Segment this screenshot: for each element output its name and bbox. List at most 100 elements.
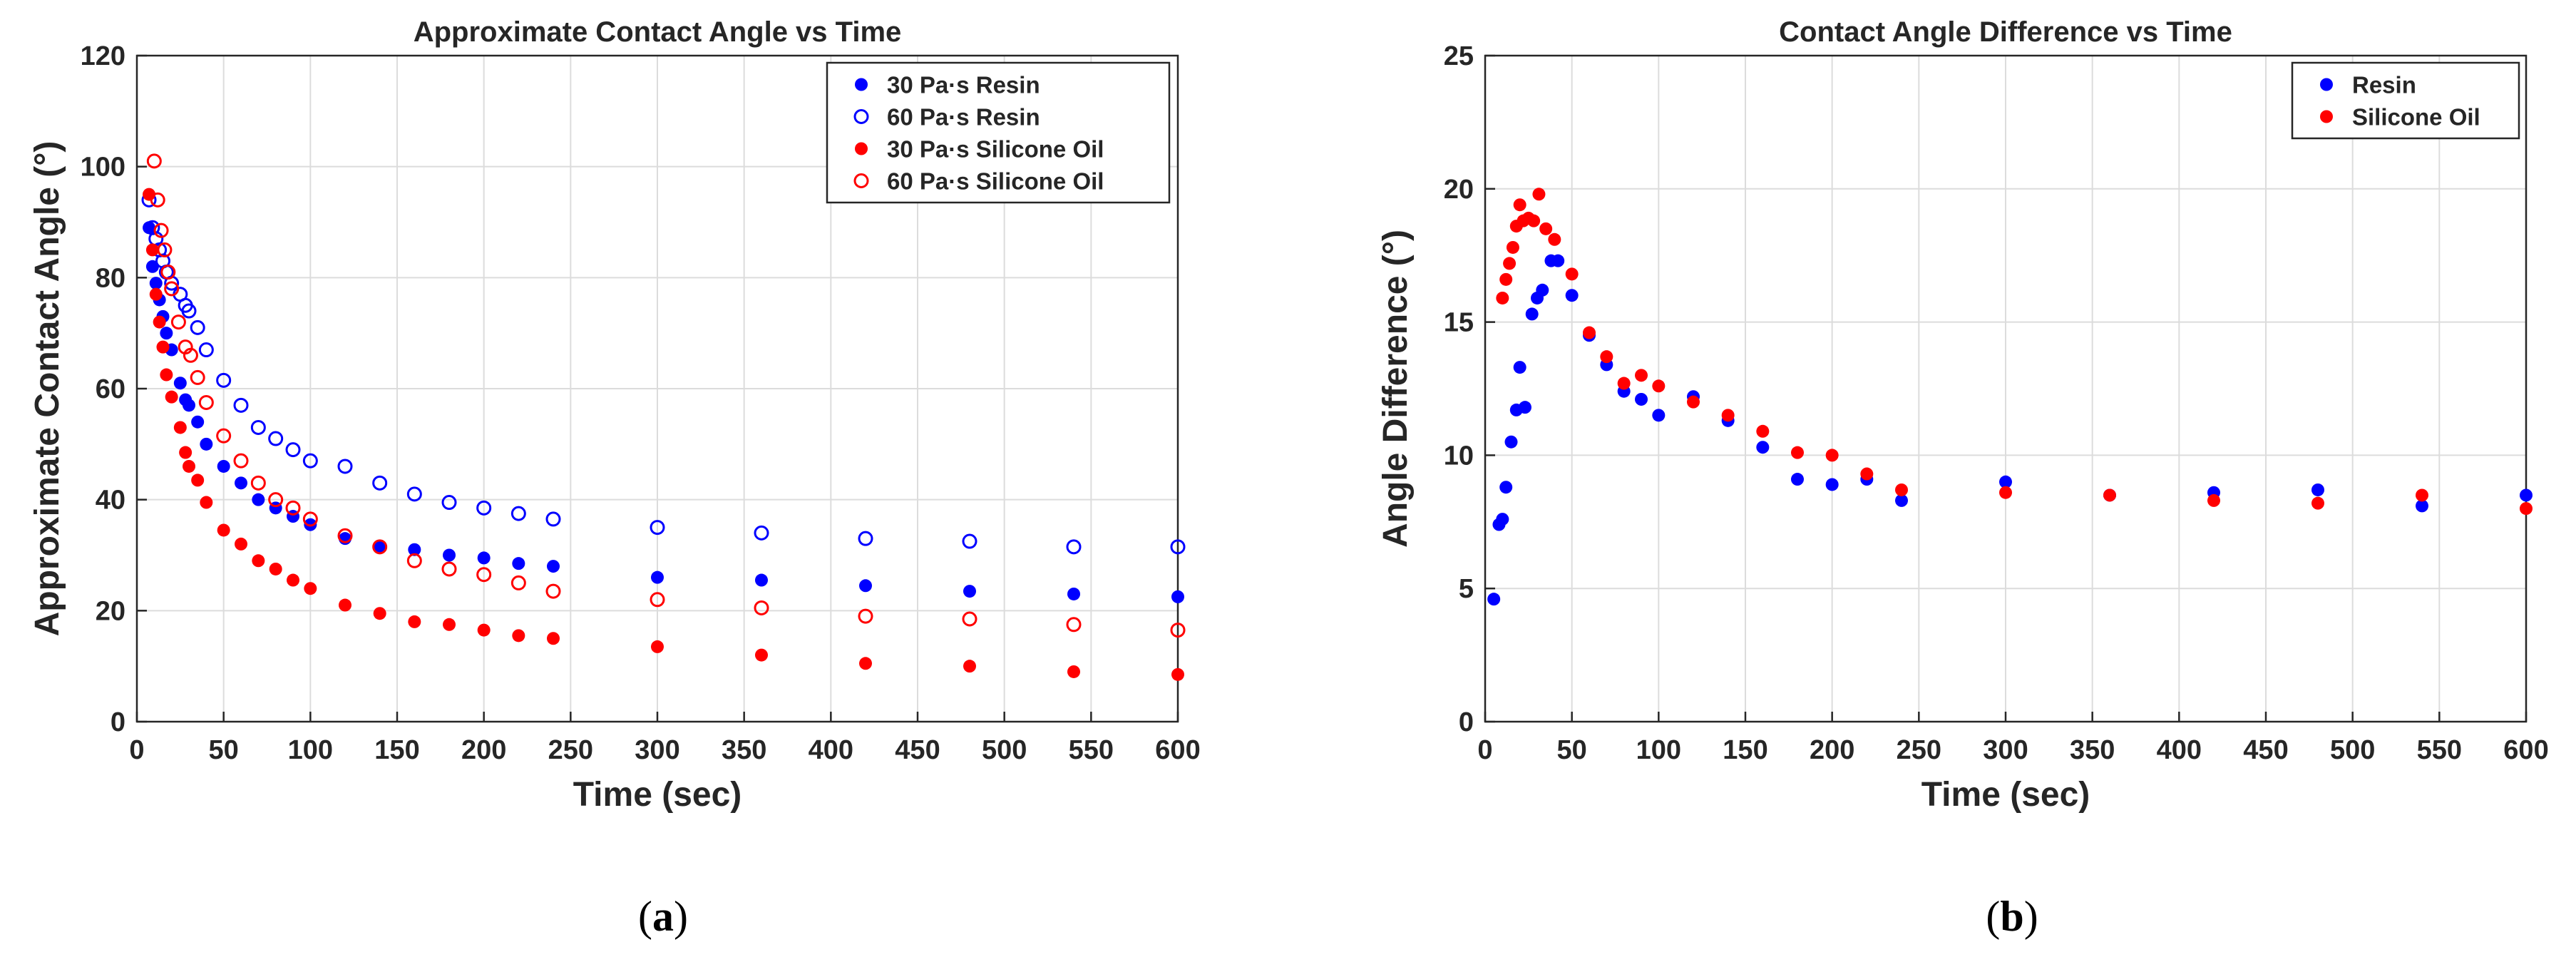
data-point — [181, 303, 197, 319]
data-point — [1504, 435, 1518, 449]
data-point — [160, 368, 173, 382]
data-point — [1999, 486, 2012, 499]
x-tick-label: 50 — [209, 735, 239, 765]
data-point — [1170, 623, 1186, 638]
data-point — [963, 660, 976, 673]
data-point — [149, 287, 163, 301]
legend: 30 Pa·s Resin 60 Pa·s Resin 30 Pa·s Silico… — [826, 61, 1171, 204]
data-point — [1825, 478, 1839, 491]
data-point — [2311, 496, 2324, 510]
chart-a: 0 50 100 150 200 250 300 350 400 450 500 550 600 0 20 4… — [29, 16, 1201, 814]
data-point — [1525, 307, 1539, 321]
x-tick-label: 400 — [809, 735, 853, 765]
data-point — [477, 551, 491, 565]
data-point — [149, 277, 163, 290]
data-point — [179, 446, 193, 459]
data-point — [252, 493, 265, 506]
data-point — [269, 562, 282, 575]
data-point — [1583, 326, 1596, 339]
x-tick-label: 250 — [1897, 735, 1941, 765]
plot-frame — [1484, 54, 2528, 723]
data-point — [755, 648, 768, 662]
series-resin — [1487, 254, 2533, 606]
data-point — [153, 315, 166, 329]
data-point — [1496, 291, 1509, 304]
data-point — [173, 377, 187, 390]
legend-marker — [853, 173, 869, 188]
data-point — [510, 506, 526, 521]
data-point — [1565, 289, 1579, 302]
data-point — [510, 575, 526, 590]
legend-marker — [855, 142, 868, 155]
x-tick-label: 350 — [2070, 735, 2115, 765]
data-point — [1170, 539, 1186, 555]
data-point — [1687, 395, 1700, 409]
x-axis-label: Time (sec) — [573, 776, 742, 814]
data-point — [268, 492, 284, 508]
data-point — [216, 428, 232, 444]
data-point — [190, 369, 205, 385]
data-point — [2103, 488, 2116, 502]
y-tick-label: 0 — [1459, 707, 1474, 737]
y-tick-label: 80 — [96, 263, 125, 293]
data-point — [1171, 590, 1184, 603]
data-point — [200, 496, 213, 509]
data-point — [1791, 473, 1804, 486]
data-point — [1513, 361, 1526, 374]
data-point — [963, 585, 976, 598]
data-point — [235, 537, 247, 551]
data-point — [1527, 214, 1541, 227]
legend-marker — [2320, 78, 2333, 91]
data-point — [406, 553, 422, 568]
data-point — [858, 531, 873, 546]
plot-frame — [135, 54, 1179, 723]
y-axis-label: Angle Difference (°) — [1377, 230, 1415, 548]
data-point — [2520, 488, 2533, 502]
data-point — [408, 543, 421, 556]
data-point — [512, 629, 525, 643]
data-point — [1518, 401, 1531, 414]
data-point — [250, 419, 266, 435]
data-point — [217, 523, 230, 537]
data-point — [545, 583, 561, 599]
data-point — [1791, 446, 1804, 459]
data-point — [2416, 499, 2428, 513]
data-point — [183, 459, 195, 473]
data-point — [2416, 488, 2428, 502]
data-point — [754, 600, 769, 615]
data-point — [145, 243, 159, 257]
data-point — [1496, 513, 1509, 526]
y-tick-label: 20 — [96, 596, 125, 626]
data-point — [1067, 665, 1080, 678]
y-tick-label: 60 — [96, 374, 125, 404]
data-point — [1551, 254, 1565, 267]
data-point — [754, 525, 769, 541]
data-point — [153, 222, 169, 238]
data-point — [198, 342, 214, 358]
legend-label: 60 Pa·s Silicone Oil — [887, 168, 1104, 195]
x-tick-label: 200 — [461, 735, 506, 765]
data-point — [372, 475, 388, 491]
y-tick-label: 25 — [1444, 41, 1474, 71]
data-point — [1652, 379, 1666, 393]
data-point — [145, 260, 159, 273]
data-point — [150, 192, 165, 208]
data-point — [1532, 188, 1546, 201]
data-point — [1539, 222, 1553, 235]
chart-b: 0 50 100 150 200 250 300 350 400 450 500 550 600 0 5 10… — [1377, 16, 2549, 814]
data-point — [1171, 667, 1184, 681]
y-tick-label: 120 — [81, 41, 125, 71]
data-point — [476, 567, 492, 583]
x-tick-label: 50 — [1557, 735, 1587, 765]
data-point — [1617, 377, 1631, 390]
legend-label: Silicone Oil — [2352, 104, 2480, 130]
data-point — [545, 511, 561, 527]
data-point — [373, 607, 386, 620]
x-tick-label: 450 — [2243, 735, 2288, 765]
legend-marker — [2320, 110, 2333, 123]
data-point — [1513, 198, 1526, 212]
data-point — [547, 632, 560, 645]
legend: Resin Silicone Oil — [2291, 61, 2520, 140]
legend-label: 30 Pa·s Silicone Oil — [887, 136, 1104, 163]
